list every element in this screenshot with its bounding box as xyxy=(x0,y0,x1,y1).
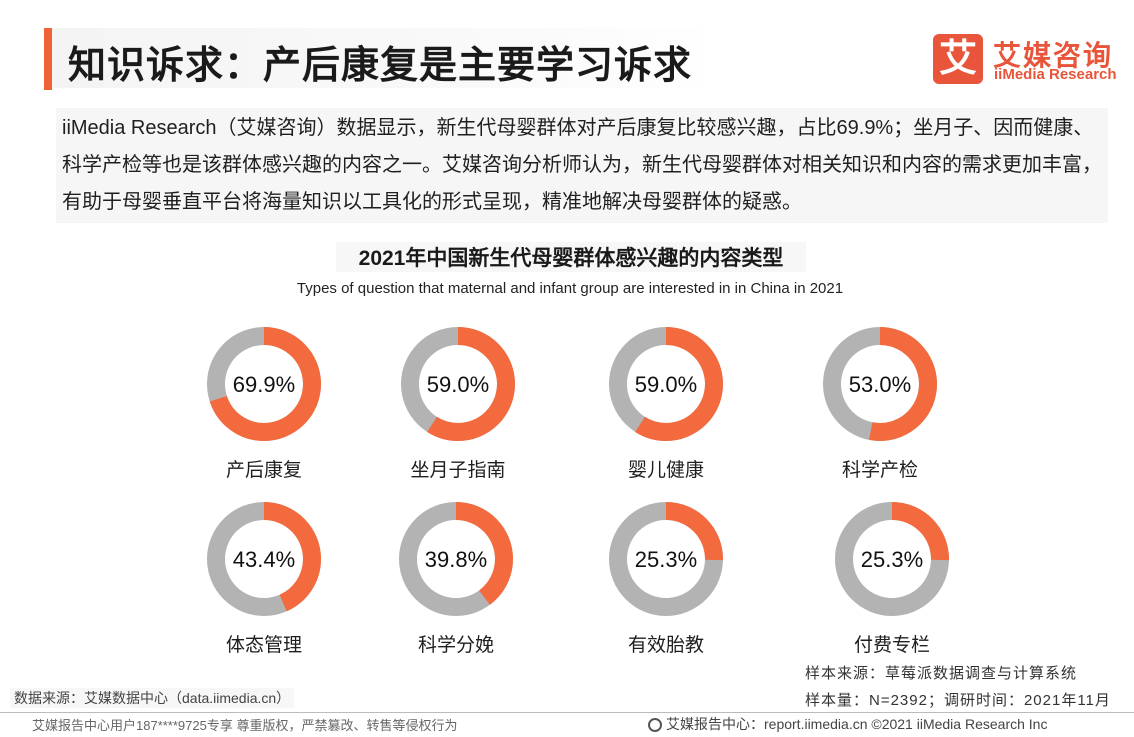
data-source: 数据来源：艾媒数据中心（data.iimedia.cn） xyxy=(10,688,295,708)
sample-size: 样本量：N=2392；调研时间：2021年11月 xyxy=(805,692,1111,709)
sample-source: 样本来源：草莓派数据调查与计算系统 xyxy=(805,665,1078,682)
donut-value-label: 53.0% xyxy=(849,372,911,397)
footer-site-info: 艾媒报告中心：report.iimedia.cn ©2021 iiMedia R… xyxy=(648,714,1047,734)
logo-text-en: iiMedia Research xyxy=(994,66,1117,83)
category-label: 婴儿健康 xyxy=(627,460,704,481)
donut-2: 59.0% xyxy=(401,327,515,441)
donut-value-label: 43.4% xyxy=(233,547,295,572)
logo-mark: 艾 xyxy=(933,34,983,84)
donut-7: 25.3% xyxy=(609,502,723,616)
donut-8: 25.3% xyxy=(835,502,949,616)
globe-icon xyxy=(648,718,662,732)
donut-value-arc xyxy=(207,327,321,441)
footer-site-text: 艾媒报告中心：report.iimedia.cn ©2021 iiMedia R… xyxy=(666,716,1048,732)
donut-value-arc xyxy=(399,502,513,616)
donut-value-label: 39.8% xyxy=(425,547,487,572)
title-background xyxy=(52,28,720,88)
page-title: 知识诉求：产后康复是主要学习诉求 xyxy=(68,45,693,87)
donut-value-label: 25.3% xyxy=(635,547,697,572)
donut-value-arc xyxy=(835,502,949,616)
category-label: 付费专栏 xyxy=(853,635,930,656)
category-label: 产后康复 xyxy=(225,460,302,481)
logo-mark-text: 艾 xyxy=(938,38,977,80)
category-label: 有效胎教 xyxy=(627,635,704,656)
donut-1: 69.9% xyxy=(207,327,321,441)
donut-value-arc xyxy=(823,327,937,441)
category-label: 坐月子指南 xyxy=(410,460,506,481)
title-accent-bar xyxy=(44,28,52,90)
category-label: 科学产检 xyxy=(841,460,918,481)
donut-value-arc xyxy=(401,327,515,441)
chart-title: 2021年中国新生代母婴群体感兴趣的内容类型 xyxy=(336,242,806,272)
logo-text-cn: 艾媒咨询 xyxy=(993,40,1114,71)
donut-3: 59.0% xyxy=(609,327,723,441)
donut-4: 53.0% xyxy=(823,327,937,441)
donut-value-arc xyxy=(609,327,723,441)
footer-divider xyxy=(0,712,1134,713)
donut-value-label: 59.0% xyxy=(427,372,489,397)
donut-value-label: 25.3% xyxy=(861,547,923,572)
footer-copyright-notice: 艾媒报告中心用户187****9725专享 尊重版权，严禁篡改、转售等侵权行为 xyxy=(32,718,458,733)
donut-value-arc xyxy=(207,502,321,616)
donut-5: 43.4% xyxy=(207,502,321,616)
chart-subtitle: Types of question that maternal and infa… xyxy=(296,280,844,297)
category-label: 科学分娩 xyxy=(417,635,494,656)
category-label: 体态管理 xyxy=(225,635,302,656)
donut-value-label: 59.0% xyxy=(635,372,697,397)
intro-paragraph: iiMedia Research（艾媒咨询）数据显示，新生代母婴群体对产后康复比… xyxy=(56,108,1108,223)
donut-value-arc xyxy=(609,502,723,616)
donut-6: 39.8% xyxy=(399,502,513,616)
donut-value-label: 69.9% xyxy=(233,372,295,397)
